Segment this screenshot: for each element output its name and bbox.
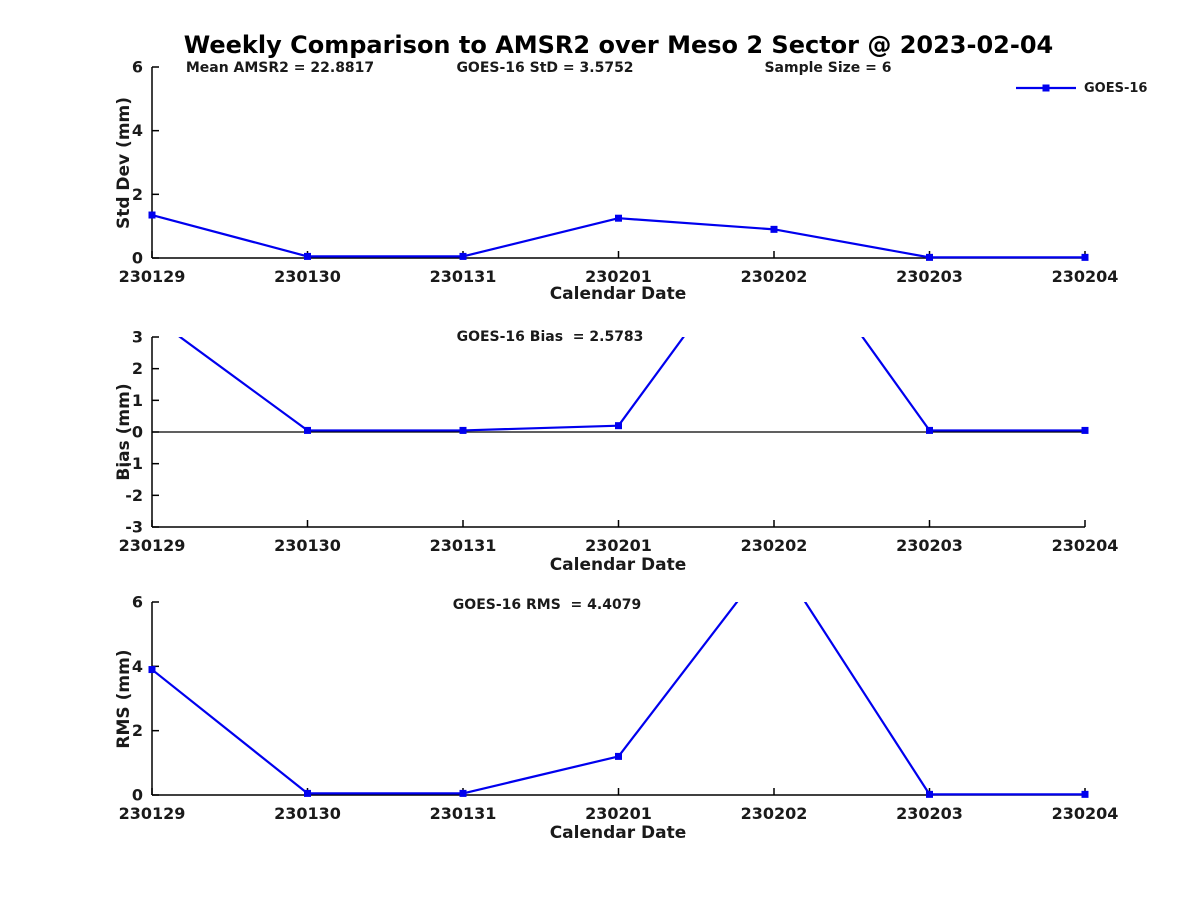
chart-title: Weekly Comparison to AMSR2 over Meso 2 S… [183,31,1054,59]
x-tick-label: 230129 [119,267,186,286]
data-point [304,426,311,434]
x-tick-label: 230130 [274,804,341,823]
data-point [615,422,622,430]
data-point [148,211,156,219]
annotation-goes16-bias: GOES-16 Bias = 2.5783 [456,329,644,345]
x-tick-label: 230204 [1052,267,1119,286]
x-tick-label: 230203 [896,804,963,823]
x-tick-label: 230203 [896,536,963,555]
y-tick-label: -3 [125,518,143,537]
data-point [926,790,933,798]
data-point [459,789,467,797]
subplot-rms: 0 2 4 6 230129 230130 230131 230201 230202 230203… [119,593,1119,824]
x-tick-label: 230202 [741,804,808,823]
x-tick-label: 230201 [585,536,652,555]
x-tick-label: 230129 [119,536,186,555]
x-axis-label-1: Calendar Date [549,284,687,304]
data-point [1081,790,1089,798]
y-tick-label: 2 [132,721,143,740]
y-tick-label: 0 [132,423,143,442]
x-axis-label-2: Calendar Date [549,555,687,575]
data-point [149,313,156,320]
data-point [926,253,933,261]
y-tick-label: 1 [132,391,143,410]
series-line-GOES-16 [178,337,1085,432]
data-point [771,210,778,217]
legend-line-sample [1016,84,1076,92]
annotation-goes16-std: GOES-16 StD = 3.5752 [456,60,634,76]
x-tick-label: 230131 [430,804,497,823]
y-tick-label: 2 [132,359,143,378]
x-tick-label: 230202 [741,536,808,555]
y-tick-label: 0 [132,786,143,805]
annotation-mean-amsr2: Mean AMSR2 = 22.8817 [185,60,375,76]
x-tick-label: 230201 [585,804,652,823]
legend: GOES-16 [1015,79,1147,97]
data-point [615,752,622,760]
y-tick-label: -2 [125,486,143,505]
data-point [615,214,622,222]
legend-marker-icon [1042,84,1050,92]
data-point [770,225,778,233]
annotation-sample-size: Sample Size = 6 [764,60,892,76]
data-point [926,426,933,434]
subplot-std-dev: 0 2 4 6 230129 230130 230131 230201 230202 230203… [119,58,1119,287]
data-point [1081,253,1089,261]
y-tick-label: -1 [125,454,143,473]
x-tick-label: 230201 [585,267,652,286]
x-tick-label: 230203 [896,267,963,286]
x-tick-label: 230130 [274,536,341,555]
y-tick-label: 4 [132,657,143,676]
y-tick-label: 4 [132,121,143,140]
x-tick-label: 230129 [119,804,186,823]
y-tick-label: 6 [132,593,143,612]
y-tick-label: 6 [132,58,143,77]
x-tick-label: 230131 [430,267,497,286]
y-tick-label: 2 [132,185,143,204]
x-tick-label: 230131 [430,536,497,555]
y-tick-label: 0 [132,249,143,268]
data-point [459,252,467,260]
x-tick-label: 230204 [1052,804,1119,823]
x-tick-label: 230202 [741,267,808,286]
x-tick-label: 230130 [274,267,341,286]
data-point [304,252,311,260]
y-tick-label: 3 [132,328,143,347]
data-point [459,426,467,434]
data-point [148,666,156,674]
legend-label: GOES-16 [1084,80,1148,96]
subplot-bias: -3 -2 -1 0 1 2 3 230129 230130 230131 230201 230202… [119,210,1119,556]
data-point [304,789,311,797]
annotation-goes16-rms: GOES-16 RMS = 4.4079 [452,597,642,613]
data-point [1081,426,1089,434]
x-tick-label: 230204 [1052,536,1119,555]
x-axis-label-3: Calendar Date [549,823,687,843]
